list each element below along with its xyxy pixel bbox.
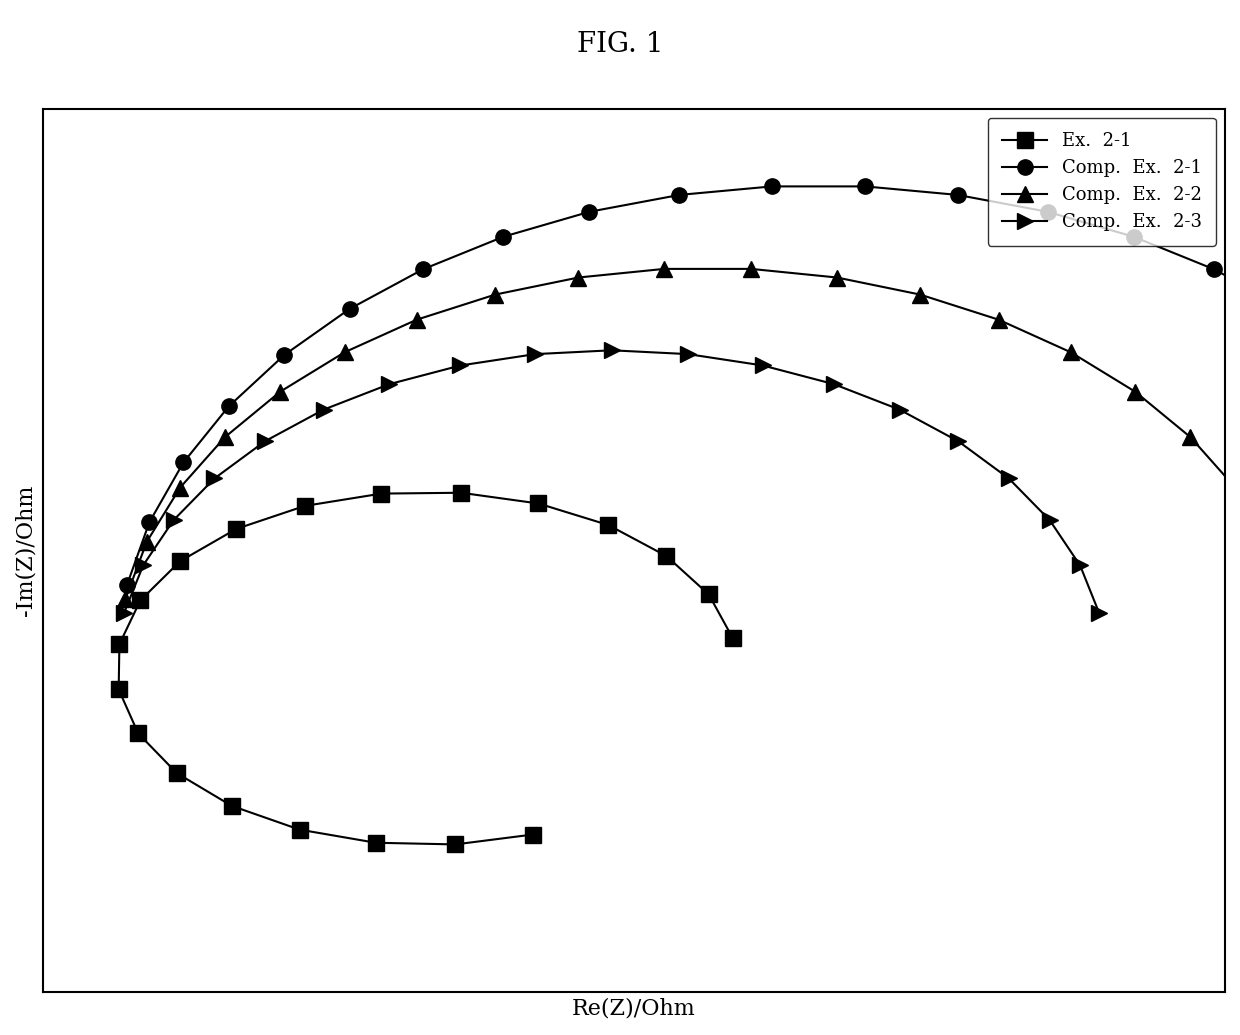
- Comp.  Ex.  2-1: [764, 180, 779, 193]
- Ex.  2-1: [224, 800, 239, 812]
- Comp.  Ex.  2-2: [172, 481, 187, 494]
- Ex.  2-1: [601, 519, 616, 531]
- Comp.  Ex.  2-3: [258, 435, 273, 447]
- Comp.  Ex.  2-2: [744, 263, 759, 275]
- Comp.  Ex.  2-2: [1228, 481, 1240, 494]
- Ex.  2-1: [368, 836, 383, 849]
- Comp.  Ex.  2-3: [951, 435, 966, 447]
- Comp.  Ex.  2-3: [604, 344, 619, 356]
- Comp.  Ex.  2-3: [1002, 472, 1017, 484]
- Ex.  2-1: [454, 486, 469, 499]
- Comp.  Ex.  2-1: [141, 516, 156, 529]
- Comp.  Ex.  2-2: [139, 536, 154, 549]
- Ex.  2-1: [374, 487, 389, 500]
- Comp.  Ex.  2-3: [528, 348, 543, 360]
- Comp.  Ex.  2-3: [1091, 607, 1106, 619]
- Text: FIG. 1: FIG. 1: [577, 31, 663, 58]
- Comp.  Ex.  2-1: [1040, 206, 1055, 218]
- Ex.  2-1: [448, 838, 463, 851]
- Comp.  Ex.  2-2: [273, 385, 288, 397]
- X-axis label: Re(Z)/Ohm: Re(Z)/Ohm: [572, 998, 696, 1021]
- Comp.  Ex.  2-3: [117, 607, 131, 619]
- Ex.  2-1: [658, 550, 673, 562]
- Comp.  Ex.  2-2: [570, 271, 585, 284]
- Comp.  Ex.  2-2: [118, 593, 133, 605]
- Ex.  2-1: [228, 523, 243, 535]
- Comp.  Ex.  2-3: [316, 404, 331, 416]
- Comp.  Ex.  2-1: [950, 188, 965, 201]
- Ex.  2-1: [702, 588, 717, 600]
- Comp.  Ex.  2-1: [672, 188, 687, 201]
- Comp.  Ex.  2-1: [221, 401, 236, 413]
- Line: Comp.  Ex.  2-2: Comp. Ex. 2-2: [118, 261, 1240, 607]
- Ex.  2-1: [133, 594, 148, 607]
- Comp.  Ex.  2-1: [415, 263, 430, 275]
- Ex.  2-1: [526, 828, 541, 840]
- Comp.  Ex.  2-3: [453, 359, 467, 372]
- Y-axis label: -Im(Z)/Ohm: -Im(Z)/Ohm: [15, 485, 37, 616]
- Ex.  2-1: [531, 497, 546, 509]
- Comp.  Ex.  2-3: [1043, 514, 1058, 527]
- Comp.  Ex.  2-1: [496, 231, 511, 243]
- Comp.  Ex.  2-3: [826, 378, 841, 390]
- Ex.  2-1: [293, 824, 308, 836]
- Comp.  Ex.  2-1: [120, 579, 135, 591]
- Ex.  2-1: [130, 728, 145, 740]
- Comp.  Ex.  2-1: [176, 456, 191, 469]
- Comp.  Ex.  2-1: [342, 302, 357, 315]
- Comp.  Ex.  2-2: [830, 271, 844, 284]
- Comp.  Ex.  2-1: [277, 349, 291, 361]
- Line: Comp.  Ex.  2-3: Comp. Ex. 2-3: [117, 343, 1107, 621]
- Comp.  Ex.  2-3: [681, 348, 696, 360]
- Comp.  Ex.  2-3: [382, 378, 397, 390]
- Ex.  2-1: [112, 638, 126, 650]
- Ex.  2-1: [112, 683, 126, 696]
- Comp.  Ex.  2-2: [217, 431, 232, 443]
- Comp.  Ex.  2-1: [1207, 263, 1221, 275]
- Comp.  Ex.  2-2: [409, 314, 424, 326]
- Comp.  Ex.  2-1: [582, 206, 596, 218]
- Comp.  Ex.  2-2: [1128, 385, 1143, 397]
- Comp.  Ex.  2-2: [1183, 431, 1198, 443]
- Comp.  Ex.  2-3: [755, 359, 770, 372]
- Comp.  Ex.  2-2: [657, 263, 672, 275]
- Comp.  Ex.  2-3: [135, 559, 150, 571]
- Ex.  2-1: [172, 555, 187, 567]
- Ex.  2-1: [298, 500, 312, 512]
- Comp.  Ex.  2-2: [487, 289, 502, 301]
- Comp.  Ex.  2-1: [1126, 231, 1141, 243]
- Comp.  Ex.  2-2: [913, 289, 928, 301]
- Ex.  2-1: [725, 631, 740, 644]
- Comp.  Ex.  2-3: [207, 472, 222, 484]
- Line: Ex.  2-1: Ex. 2-1: [112, 485, 740, 852]
- Comp.  Ex.  2-3: [1073, 559, 1087, 571]
- Comp.  Ex.  2-2: [991, 314, 1006, 326]
- Ex.  2-1: [170, 767, 185, 779]
- Comp.  Ex.  2-1: [858, 180, 873, 193]
- Comp.  Ex.  2-3: [892, 404, 906, 416]
- Line: Comp.  Ex.  2-1: Comp. Ex. 2-1: [119, 179, 1240, 592]
- Comp.  Ex.  2-3: [166, 514, 181, 527]
- Comp.  Ex.  2-2: [1064, 346, 1079, 358]
- Comp.  Ex.  2-2: [337, 346, 352, 358]
- Legend: Ex.  2-1, Comp.  Ex.  2-1, Comp.  Ex.  2-2, Comp.  Ex.  2-3: Ex. 2-1, Comp. Ex. 2-1, Comp. Ex. 2-2, C…: [987, 118, 1216, 245]
